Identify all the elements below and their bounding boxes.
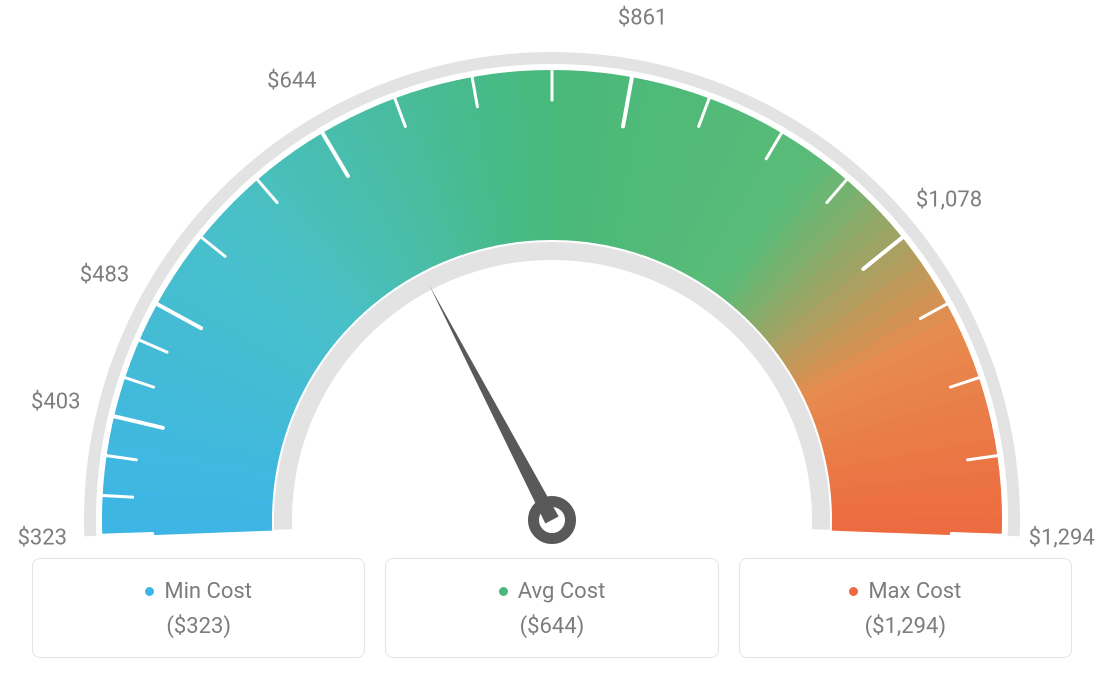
legend-label-min: Min Cost	[164, 579, 252, 604]
gauge-tick-label: $483	[80, 263, 129, 288]
legend-row: Min Cost ($323) Avg Cost ($644) Max Cost…	[32, 558, 1072, 658]
gauge-tick-label: $1,078	[916, 187, 982, 212]
gauge-tick-label: $403	[31, 390, 80, 415]
legend-card-avg: Avg Cost ($644)	[385, 558, 718, 658]
legend-label-max: Max Cost	[868, 579, 961, 604]
dot-icon	[849, 587, 858, 596]
gauge-chart: $323 $403 $483 $644 $861 $1,078 $1,294	[0, 0, 1104, 560]
legend-value-max: ($1,294)	[750, 614, 1061, 639]
legend-title-max: Max Cost	[849, 579, 961, 604]
legend-card-max: Max Cost ($1,294)	[739, 558, 1072, 658]
legend-title-avg: Avg Cost	[499, 579, 606, 604]
gauge-tick-label: $644	[267, 69, 316, 94]
gauge-tick-label: $323	[18, 525, 67, 550]
dot-icon	[499, 587, 508, 596]
gauge-svg	[0, 0, 1104, 560]
legend-value-min: ($323)	[43, 614, 354, 639]
dot-icon	[145, 587, 154, 596]
legend-card-min: Min Cost ($323)	[32, 558, 365, 658]
gauge-needle	[429, 285, 558, 523]
legend-title-min: Min Cost	[145, 579, 252, 604]
gauge-tick-label: $861	[618, 6, 667, 31]
legend-label-avg: Avg Cost	[518, 579, 606, 604]
gauge-tick-label: $1,294	[1029, 525, 1095, 550]
legend-value-avg: ($644)	[396, 614, 707, 639]
